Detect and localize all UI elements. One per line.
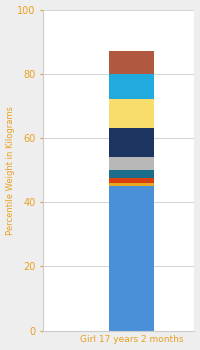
Bar (109, 157, 154, 170)
Bar (109, 178, 154, 183)
Bar (109, 51, 154, 74)
Y-axis label: Percentile Weight in Kilograms: Percentile Weight in Kilograms (6, 106, 15, 234)
Bar (109, 170, 154, 178)
Bar (109, 128, 154, 157)
Bar (109, 74, 154, 99)
Bar (109, 183, 154, 186)
Bar (109, 99, 154, 128)
Bar (109, 186, 154, 331)
